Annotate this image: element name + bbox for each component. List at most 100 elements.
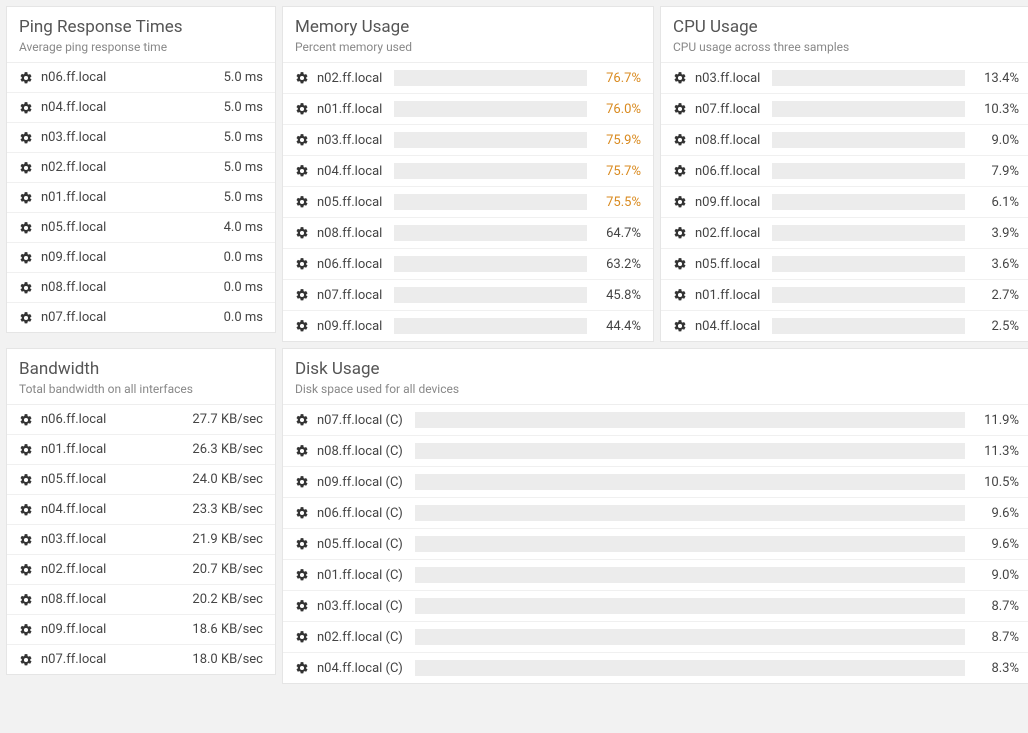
hostname: n04.ff.local: [41, 502, 106, 517]
gear-icon[interactable]: [19, 191, 33, 205]
list-row[interactable]: n08.ff.local20.2 KB/sec: [7, 585, 275, 615]
list-row[interactable]: n09.ff.local18.6 KB/sec: [7, 615, 275, 645]
list-row[interactable]: n09.ff.local44.4%: [283, 311, 653, 341]
list-row[interactable]: n04.ff.local75.7%: [283, 156, 653, 187]
list-row[interactable]: n07.ff.local45.8%: [283, 280, 653, 311]
list-row[interactable]: n04.ff.local (C)8.3%: [283, 653, 1028, 683]
list-row[interactable]: n01.ff.local (C)9.0%: [283, 560, 1028, 591]
list-row[interactable]: n09.ff.local0.0 ms: [7, 243, 275, 273]
gear-icon[interactable]: [19, 71, 33, 85]
gear-icon[interactable]: [295, 444, 309, 458]
list-row[interactable]: n01.ff.local76.0%: [283, 94, 653, 125]
progress-bar: [415, 474, 965, 490]
list-row[interactable]: n07.ff.local18.0 KB/sec: [7, 645, 275, 674]
list-row[interactable]: n02.ff.local5.0 ms: [7, 153, 275, 183]
list-row[interactable]: n03.ff.local21.9 KB/sec: [7, 525, 275, 555]
list-row[interactable]: n01.ff.local26.3 KB/sec: [7, 435, 275, 465]
gear-icon[interactable]: [19, 593, 33, 607]
list-row[interactable]: n03.ff.local75.9%: [283, 125, 653, 156]
list-row[interactable]: n03.ff.local (C)8.7%: [283, 591, 1028, 622]
gear-icon[interactable]: [19, 251, 33, 265]
gear-icon[interactable]: [19, 473, 33, 487]
progress-bar: [415, 505, 965, 521]
gear-icon[interactable]: [19, 533, 33, 547]
list-row[interactable]: n07.ff.local (C)11.9%: [283, 405, 1028, 436]
gear-icon[interactable]: [295, 568, 309, 582]
panel-subtitle: CPU usage across three samples: [673, 40, 1019, 54]
list-row[interactable]: n06.ff.local7.9%: [661, 156, 1028, 187]
gear-icon[interactable]: [295, 599, 309, 613]
gear-icon[interactable]: [19, 443, 33, 457]
list-row[interactable]: n07.ff.local0.0 ms: [7, 303, 275, 332]
value: 4.0 ms: [224, 220, 263, 235]
gear-icon[interactable]: [673, 257, 687, 271]
list-row[interactable]: n06.ff.local63.2%: [283, 249, 653, 280]
list-row[interactable]: n04.ff.local23.3 KB/sec: [7, 495, 275, 525]
gear-icon[interactable]: [295, 537, 309, 551]
list-row[interactable]: n08.ff.local (C)11.3%: [283, 436, 1028, 467]
list-row[interactable]: n05.ff.local3.6%: [661, 249, 1028, 280]
list-row[interactable]: n03.ff.local5.0 ms: [7, 123, 275, 153]
gear-icon[interactable]: [673, 195, 687, 209]
list-row[interactable]: n06.ff.local5.0 ms: [7, 63, 275, 93]
list-row[interactable]: n02.ff.local76.7%: [283, 63, 653, 94]
list-row[interactable]: n01.ff.local5.0 ms: [7, 183, 275, 213]
gear-icon[interactable]: [295, 195, 309, 209]
list-row[interactable]: n08.ff.local64.7%: [283, 218, 653, 249]
gear-icon[interactable]: [295, 164, 309, 178]
gear-icon[interactable]: [19, 413, 33, 427]
gear-icon[interactable]: [673, 133, 687, 147]
value: 5.0 ms: [224, 190, 263, 205]
gear-icon[interactable]: [673, 319, 687, 333]
gear-icon[interactable]: [19, 563, 33, 577]
gear-icon[interactable]: [295, 475, 309, 489]
list-row[interactable]: n07.ff.local10.3%: [661, 94, 1028, 125]
list-row[interactable]: n09.ff.local6.1%: [661, 187, 1028, 218]
list-row[interactable]: n08.ff.local0.0 ms: [7, 273, 275, 303]
list-row[interactable]: n06.ff.local27.7 KB/sec: [7, 405, 275, 435]
gear-icon[interactable]: [673, 226, 687, 240]
hostname: n03.ff.local: [41, 130, 106, 145]
progress-bar: [394, 194, 587, 210]
gear-icon[interactable]: [673, 288, 687, 302]
list-row[interactable]: n03.ff.local13.4%: [661, 63, 1028, 94]
gear-icon[interactable]: [19, 221, 33, 235]
gear-icon[interactable]: [295, 257, 309, 271]
gear-icon[interactable]: [673, 102, 687, 116]
gear-icon[interactable]: [19, 101, 33, 115]
gear-icon[interactable]: [295, 661, 309, 675]
gear-icon[interactable]: [295, 319, 309, 333]
list-row[interactable]: n04.ff.local2.5%: [661, 311, 1028, 341]
gear-icon[interactable]: [295, 102, 309, 116]
gear-icon[interactable]: [295, 630, 309, 644]
list-row[interactable]: n04.ff.local5.0 ms: [7, 93, 275, 123]
gear-icon[interactable]: [19, 503, 33, 517]
gear-icon[interactable]: [19, 281, 33, 295]
list-row[interactable]: n02.ff.local3.9%: [661, 218, 1028, 249]
list-row[interactable]: n01.ff.local2.7%: [661, 280, 1028, 311]
gear-icon[interactable]: [295, 71, 309, 85]
list-row[interactable]: n06.ff.local (C)9.6%: [283, 498, 1028, 529]
list-row[interactable]: n05.ff.local75.5%: [283, 187, 653, 218]
gear-icon[interactable]: [295, 506, 309, 520]
list-row[interactable]: n05.ff.local (C)9.6%: [283, 529, 1028, 560]
list-row[interactable]: n05.ff.local24.0 KB/sec: [7, 465, 275, 495]
gear-icon[interactable]: [295, 226, 309, 240]
gear-icon[interactable]: [19, 623, 33, 637]
list-row[interactable]: n09.ff.local (C)10.5%: [283, 467, 1028, 498]
value: 20.7 KB/sec: [192, 562, 263, 577]
list-row[interactable]: n05.ff.local4.0 ms: [7, 213, 275, 243]
gear-icon[interactable]: [19, 161, 33, 175]
list-row[interactable]: n02.ff.local (C)8.7%: [283, 622, 1028, 653]
gear-icon[interactable]: [295, 288, 309, 302]
gear-icon[interactable]: [295, 133, 309, 147]
gear-icon[interactable]: [673, 71, 687, 85]
list-row[interactable]: n08.ff.local9.0%: [661, 125, 1028, 156]
gear-icon[interactable]: [19, 653, 33, 667]
gear-icon[interactable]: [673, 164, 687, 178]
list-row[interactable]: n02.ff.local20.7 KB/sec: [7, 555, 275, 585]
hostname: n03.ff.local: [695, 71, 760, 86]
gear-icon[interactable]: [295, 413, 309, 427]
gear-icon[interactable]: [19, 131, 33, 145]
gear-icon[interactable]: [19, 311, 33, 325]
